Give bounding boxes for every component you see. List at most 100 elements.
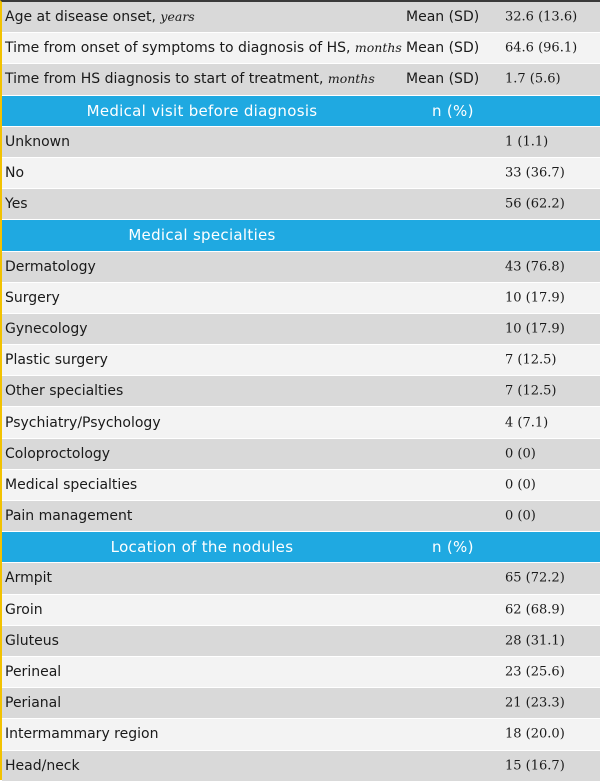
row-stat: Mean (SD) xyxy=(406,40,480,57)
table-row: Time from HS diagnosis to start of treat… xyxy=(2,64,600,96)
row-value: 64.6 (96.1) xyxy=(505,40,578,56)
row-value: 0 (0) xyxy=(505,446,536,462)
row-value: 18 (20.0) xyxy=(505,726,565,742)
row-unit: years xyxy=(160,9,195,25)
row-label-text: Plastic surgery xyxy=(5,352,108,369)
table-row: Medical specialties 0 (0) xyxy=(2,469,600,501)
table-row: Gluteus 28 (31.1) xyxy=(2,625,600,657)
row-label: Plastic surgery xyxy=(5,352,108,368)
row-stat: Mean (SD) xyxy=(406,71,480,88)
row-label: Armpit xyxy=(5,570,52,586)
row-label: Yes xyxy=(5,196,28,212)
row-label-text: Gynecology xyxy=(5,320,88,337)
section-stat-label: n (%) xyxy=(432,538,474,557)
row-label: Surgery xyxy=(5,290,60,306)
row-label: Intermammary region xyxy=(5,726,158,742)
section-stat-label: n (%) xyxy=(432,101,474,120)
row-value: 32.6 (13.6) xyxy=(505,9,578,25)
row-value: 0 (0) xyxy=(505,508,536,524)
row-label: Groin xyxy=(5,602,43,618)
row-label-text: Yes xyxy=(5,196,28,213)
row-label-text: Age at disease onset, xyxy=(5,9,161,26)
row-label: Unknown xyxy=(5,134,70,150)
table-row: Age at disease onset, years Mean (SD) 32.6… xyxy=(2,2,600,34)
row-value: 15 (16.7) xyxy=(505,758,565,774)
row-label: Psychiatry/Psychology xyxy=(5,415,161,431)
row-value: 21 (23.3) xyxy=(505,695,565,711)
row-value: 1 (1.1) xyxy=(505,134,549,150)
table-row: Gynecology 10 (17.9) xyxy=(2,313,600,346)
row-label: Coloproctology xyxy=(5,446,110,462)
row-label-text: Intermammary region xyxy=(5,726,159,743)
table-row: Head/neck 15 (16.7) xyxy=(2,750,600,782)
row-label: Pain management xyxy=(5,508,132,524)
row-label-text: Armpit xyxy=(5,570,52,587)
table-row: Other specialties 7 (12.5) xyxy=(2,376,600,408)
row-value: 0 (0) xyxy=(505,477,536,493)
section-title: Medical visit before diagnosis xyxy=(86,101,318,120)
row-label: Perineal xyxy=(5,664,61,680)
table-row: Groin 62 (68.9) xyxy=(2,594,600,626)
table-row: Psychiatry/Psychology 4 (7.1) xyxy=(2,407,600,439)
row-label: Gynecology xyxy=(5,321,88,337)
row-label: Time from onset of symptoms to diagnosis… xyxy=(5,40,402,56)
table-row: No 33 (36.7) xyxy=(2,157,600,190)
row-label-text: Perineal xyxy=(5,664,62,681)
row-label: Gluteus xyxy=(5,633,59,649)
row-value: 10 (17.9) xyxy=(505,321,565,337)
row-label: Perianal xyxy=(5,695,61,711)
table-row: Perineal 23 (25.6) xyxy=(2,656,600,689)
row-label-text: Other specialties xyxy=(5,383,124,400)
row-label-text: Unknown xyxy=(5,133,70,150)
table-row: Armpit 65 (72.2) xyxy=(2,563,600,595)
row-value: 4 (7.1) xyxy=(505,415,549,431)
table-row: Perianal 21 (23.3) xyxy=(2,688,600,720)
row-label: Medical specialties xyxy=(5,477,137,493)
row-label-text: Dermatology xyxy=(5,258,96,275)
table-row: Yes 56 (62.2) xyxy=(2,189,600,221)
row-stat: Mean (SD) xyxy=(406,9,480,26)
row-label-text: Pain management xyxy=(5,508,133,525)
row-value: 7 (12.5) xyxy=(505,383,557,399)
row-label-text: Groin xyxy=(5,601,43,618)
row-value: 43 (76.8) xyxy=(505,259,565,275)
row-label: Age at disease onset, years xyxy=(5,9,195,25)
row-label-text: Time from HS diagnosis to start of treat… xyxy=(5,71,328,88)
row-value: 7 (12.5) xyxy=(505,352,557,368)
section-title: Location of the nodules xyxy=(110,538,294,557)
table-row: Intermammary region 18 (20.0) xyxy=(2,719,600,751)
row-value: 10 (17.9) xyxy=(505,290,565,306)
row-label-text: Time from onset of symptoms to diagnosis… xyxy=(5,40,355,57)
table-row: Time from onset of symptoms to diagnosis… xyxy=(2,33,600,65)
row-unit: months xyxy=(327,71,375,87)
table-row: Dermatology 43 (76.8) xyxy=(2,251,600,283)
section-header-row: Medical visit before diagnosis n (%) xyxy=(2,95,600,127)
row-label: Other specialties xyxy=(5,383,123,399)
row-unit: months xyxy=(354,40,402,56)
table-row: Surgery 10 (17.9) xyxy=(2,282,600,314)
table-row: Unknown 1 (1.1) xyxy=(2,126,600,158)
table-row: Pain management 0 (0) xyxy=(2,501,600,533)
row-value: 1.7 (5.6) xyxy=(505,71,561,87)
row-label-text: Gluteus xyxy=(5,632,59,649)
section-title: Medical specialties xyxy=(128,226,276,245)
row-value: 23 (25.6) xyxy=(505,664,565,680)
row-label-text: Perianal xyxy=(5,695,62,712)
table-row: Plastic surgery 7 (12.5) xyxy=(2,345,600,377)
row-label: Time from HS diagnosis to start of treat… xyxy=(5,71,375,87)
row-label-text: Psychiatry/Psychology xyxy=(5,414,161,431)
row-label-text: No xyxy=(5,165,25,182)
row-value: 56 (62.2) xyxy=(505,196,565,212)
row-value: 28 (31.1) xyxy=(505,633,565,649)
row-label-text: Head/neck xyxy=(5,757,80,774)
row-label-text: Surgery xyxy=(5,289,60,306)
row-label: Head/neck xyxy=(5,758,80,774)
row-value: 65 (72.2) xyxy=(505,570,565,586)
row-label: Dermatology xyxy=(5,259,96,275)
row-value: 62 (68.9) xyxy=(505,602,565,618)
table-row: Coloproctology 0 (0) xyxy=(2,438,600,470)
section-header-row: Medical specialties xyxy=(2,220,600,252)
section-header-row: Location of the nodules n (%) xyxy=(2,532,600,564)
row-label: No xyxy=(5,165,24,181)
